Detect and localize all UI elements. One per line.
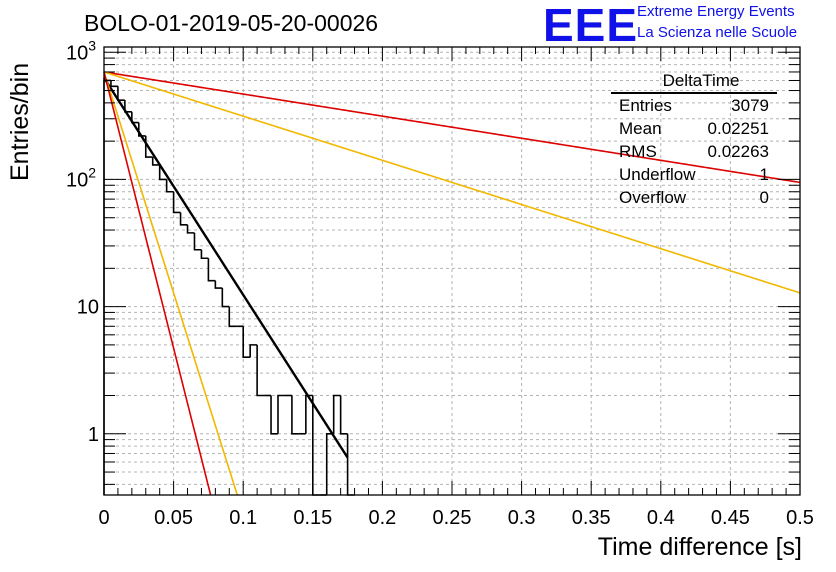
fit-curve (103, 71, 212, 496)
fit-curve (103, 71, 801, 294)
stats-title: DeltaTime (611, 70, 777, 94)
histogram-bin (214, 280, 223, 289)
x-tick-label: 0.3 (508, 507, 536, 529)
histogram-bin (207, 258, 216, 282)
chart-title: BOLO-01-2019-05-20-00026 (84, 10, 379, 36)
histogram-bin (193, 232, 202, 251)
stats-label: RMS (619, 142, 657, 161)
histogram-bin (179, 212, 188, 226)
x-tick-label: 0.4 (647, 507, 675, 529)
y-axis-label: Entries/bin (6, 62, 34, 181)
stats-row-overflow: Overflow 0 (611, 186, 777, 209)
histogram-bin (124, 100, 132, 113)
histogram-bin (186, 224, 195, 234)
histogram-bin (277, 394, 285, 434)
stats-label: Entries (619, 96, 672, 115)
histogram-bin (346, 433, 355, 496)
histogram-bin (103, 79, 111, 495)
histogram-bin (144, 135, 153, 158)
stats-label: Mean (619, 119, 662, 138)
x-tick-label: 0.15 (293, 507, 332, 529)
tick-labels: 0 0.05 0.1 0.15 0.2 0.25 0.3 0.35 0.4 0.45 0.51101… (66, 37, 814, 529)
histogram (103, 79, 355, 496)
y-tick-label: 1 (88, 424, 99, 446)
stats-value: 0 (759, 188, 769, 207)
x-tick-label: 0.35 (572, 507, 611, 529)
histogram-bin (256, 344, 265, 397)
histogram-bin (138, 122, 146, 137)
histogram-bin (117, 86, 125, 101)
y-tick-label: 10 (77, 297, 99, 319)
stats-row-underflow: Underflow 1 (611, 163, 777, 186)
x-tick-label: 0.5 (786, 507, 814, 529)
y-tick-label: 103 (66, 37, 96, 64)
histogram-bin (270, 395, 278, 435)
histogram-bin (158, 164, 167, 181)
logo-line-1: Extreme Energy Events (637, 3, 795, 20)
stats-label: Overflow (619, 188, 687, 207)
x-tick-label: 0.1 (229, 507, 257, 529)
stats-label: Underflow (619, 165, 696, 184)
histogram-bin (165, 179, 174, 193)
stats-value: 0.02251 (707, 119, 769, 138)
fit-curve (103, 71, 239, 496)
histogram-bin (110, 80, 118, 88)
logo-line-2: La Scienza nelle Scuole (637, 24, 798, 41)
y-tick-label: 102 (66, 164, 96, 191)
histogram-bin (291, 395, 299, 435)
histogram-bin (339, 395, 348, 435)
stats-row-entries: Entries 3079 (611, 94, 777, 117)
histogram-bin (332, 394, 341, 434)
stats-box: DeltaTime Entries 3079 Mean 0.02251 RMS 0.0… (611, 70, 777, 209)
histogram-bin (325, 432, 334, 495)
stats-row-mean: Mean 0.02251 (611, 117, 777, 140)
x-axis-label: Time difference [s] (597, 533, 802, 561)
fit-curve (103, 71, 801, 184)
x-tick-label: 0.2 (368, 507, 396, 529)
x-tick-label: 0.05 (154, 507, 193, 529)
axis-ticks (103, 47, 801, 495)
fit-curves (102, 71, 801, 496)
eee-logo: EEE (543, 0, 639, 51)
histogram-bin (151, 157, 160, 166)
stats-value: 3079 (731, 96, 769, 115)
x-tick-label: 0.45 (711, 507, 750, 529)
histogram-bin (228, 306, 237, 328)
stats-row-rms: RMS 0.02263 (611, 140, 777, 163)
x-tick-label: 0 (98, 507, 109, 529)
stats-value: 0.02263 (707, 142, 769, 161)
stats-value: 1 (759, 165, 769, 184)
histogram-bin (221, 288, 230, 308)
histogram-bin (305, 394, 313, 434)
histogram-bin (131, 111, 139, 124)
histogram-bin (242, 326, 251, 359)
histogram-bin (172, 191, 181, 214)
fit-curve (102, 77, 349, 459)
histogram-bin (200, 249, 209, 260)
histogram-bin (249, 344, 258, 358)
x-tick-label: 0.25 (433, 507, 472, 529)
